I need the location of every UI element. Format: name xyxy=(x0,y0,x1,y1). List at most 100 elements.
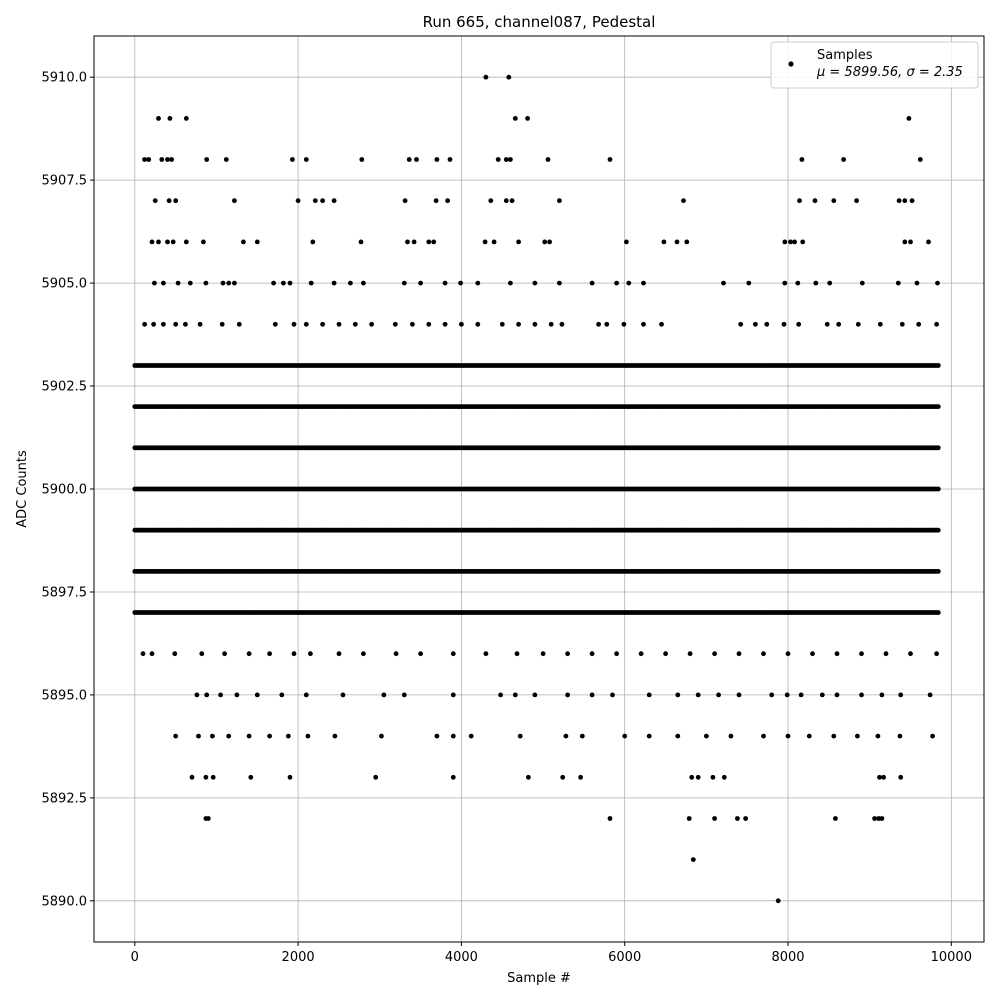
data-point xyxy=(909,198,915,204)
data-point xyxy=(359,157,365,162)
data-point xyxy=(674,239,680,245)
data-point xyxy=(336,321,342,327)
x-tick-label: 2000 xyxy=(282,950,315,965)
data-point xyxy=(482,239,488,245)
data-point xyxy=(503,198,509,204)
x-tick-label: 6000 xyxy=(608,950,641,965)
data-point xyxy=(881,774,886,780)
data-point xyxy=(434,733,440,739)
data-point xyxy=(769,692,775,698)
data-point xyxy=(746,280,752,286)
legend-marker xyxy=(788,61,794,67)
data-point xyxy=(785,733,791,739)
data-point xyxy=(695,692,701,698)
data-point xyxy=(686,816,692,821)
data-point xyxy=(222,651,228,657)
data-point xyxy=(710,774,716,780)
data-point xyxy=(782,280,788,286)
data-point xyxy=(426,239,432,245)
data-point xyxy=(532,321,538,327)
data-point xyxy=(450,774,456,780)
data-point xyxy=(433,198,439,204)
data-point xyxy=(926,239,931,245)
data-point xyxy=(381,692,387,698)
data-point xyxy=(806,733,812,739)
data-point xyxy=(152,280,157,286)
data-point xyxy=(659,321,664,327)
data-point xyxy=(254,692,260,698)
data-point xyxy=(166,198,172,204)
data-point xyxy=(369,321,374,327)
data-point xyxy=(220,280,226,286)
data-point xyxy=(935,363,941,368)
data-point xyxy=(675,733,681,739)
data-point xyxy=(810,651,815,657)
y-axis-ticks: 5890.0 5892.5 5895.0 5897.5 5900.0 5902.5 5905… xyxy=(42,71,94,909)
data-point xyxy=(641,321,646,327)
data-point xyxy=(624,239,629,245)
data-point xyxy=(675,692,681,698)
y-axis-label: ADC Counts xyxy=(15,450,30,528)
data-point xyxy=(512,692,518,698)
data-point xyxy=(205,816,211,821)
data-point xyxy=(183,116,189,121)
data-point xyxy=(604,321,610,327)
data-point xyxy=(140,651,146,657)
data-point xyxy=(459,321,464,327)
data-point xyxy=(542,239,548,245)
data-point xyxy=(142,157,148,162)
data-point xyxy=(226,733,232,739)
data-point xyxy=(559,321,565,327)
data-point xyxy=(218,692,224,698)
data-point xyxy=(488,198,494,204)
data-point xyxy=(935,527,941,533)
data-point xyxy=(516,321,521,327)
data-point xyxy=(557,280,562,286)
data-point xyxy=(560,774,566,780)
data-point xyxy=(927,692,933,698)
data-point xyxy=(841,157,846,162)
data-point xyxy=(303,692,309,698)
data-point xyxy=(361,280,366,286)
data-point xyxy=(798,692,804,698)
data-point xyxy=(914,280,920,286)
y-tick-label: 5902.5 xyxy=(42,380,88,395)
data-point xyxy=(295,198,301,204)
data-point xyxy=(219,321,225,327)
data-point xyxy=(246,651,252,657)
data-point xyxy=(291,651,297,657)
data-point xyxy=(716,692,721,698)
data-point xyxy=(331,280,337,286)
data-point xyxy=(859,692,864,698)
data-point xyxy=(897,733,903,739)
data-point xyxy=(165,157,170,162)
data-point xyxy=(695,774,701,780)
data-point xyxy=(161,280,166,286)
legend-box xyxy=(770,41,979,89)
data-point xyxy=(406,157,412,162)
legend-stats: μ = 5899.56, σ = 2.35 xyxy=(816,65,963,80)
data-point xyxy=(183,321,188,327)
data-point xyxy=(721,774,727,780)
y-tick-label: 5907.5 xyxy=(42,174,88,189)
data-point xyxy=(930,733,935,739)
data-point xyxy=(547,239,552,245)
data-point xyxy=(578,774,583,780)
legend: Samples μ = 5899.56, σ = 2.35 xyxy=(770,41,979,89)
data-point xyxy=(855,321,861,327)
data-point xyxy=(917,157,923,162)
data-point xyxy=(516,239,521,245)
data-point xyxy=(898,692,904,698)
data-point xyxy=(393,651,399,657)
data-point xyxy=(445,198,450,204)
data-point xyxy=(223,157,229,162)
data-point xyxy=(855,733,860,739)
data-point xyxy=(896,198,902,204)
data-point xyxy=(290,157,295,162)
data-point xyxy=(687,651,693,657)
data-point xyxy=(226,280,232,286)
data-point xyxy=(499,321,505,327)
data-point xyxy=(532,280,538,286)
data-point xyxy=(819,692,825,698)
